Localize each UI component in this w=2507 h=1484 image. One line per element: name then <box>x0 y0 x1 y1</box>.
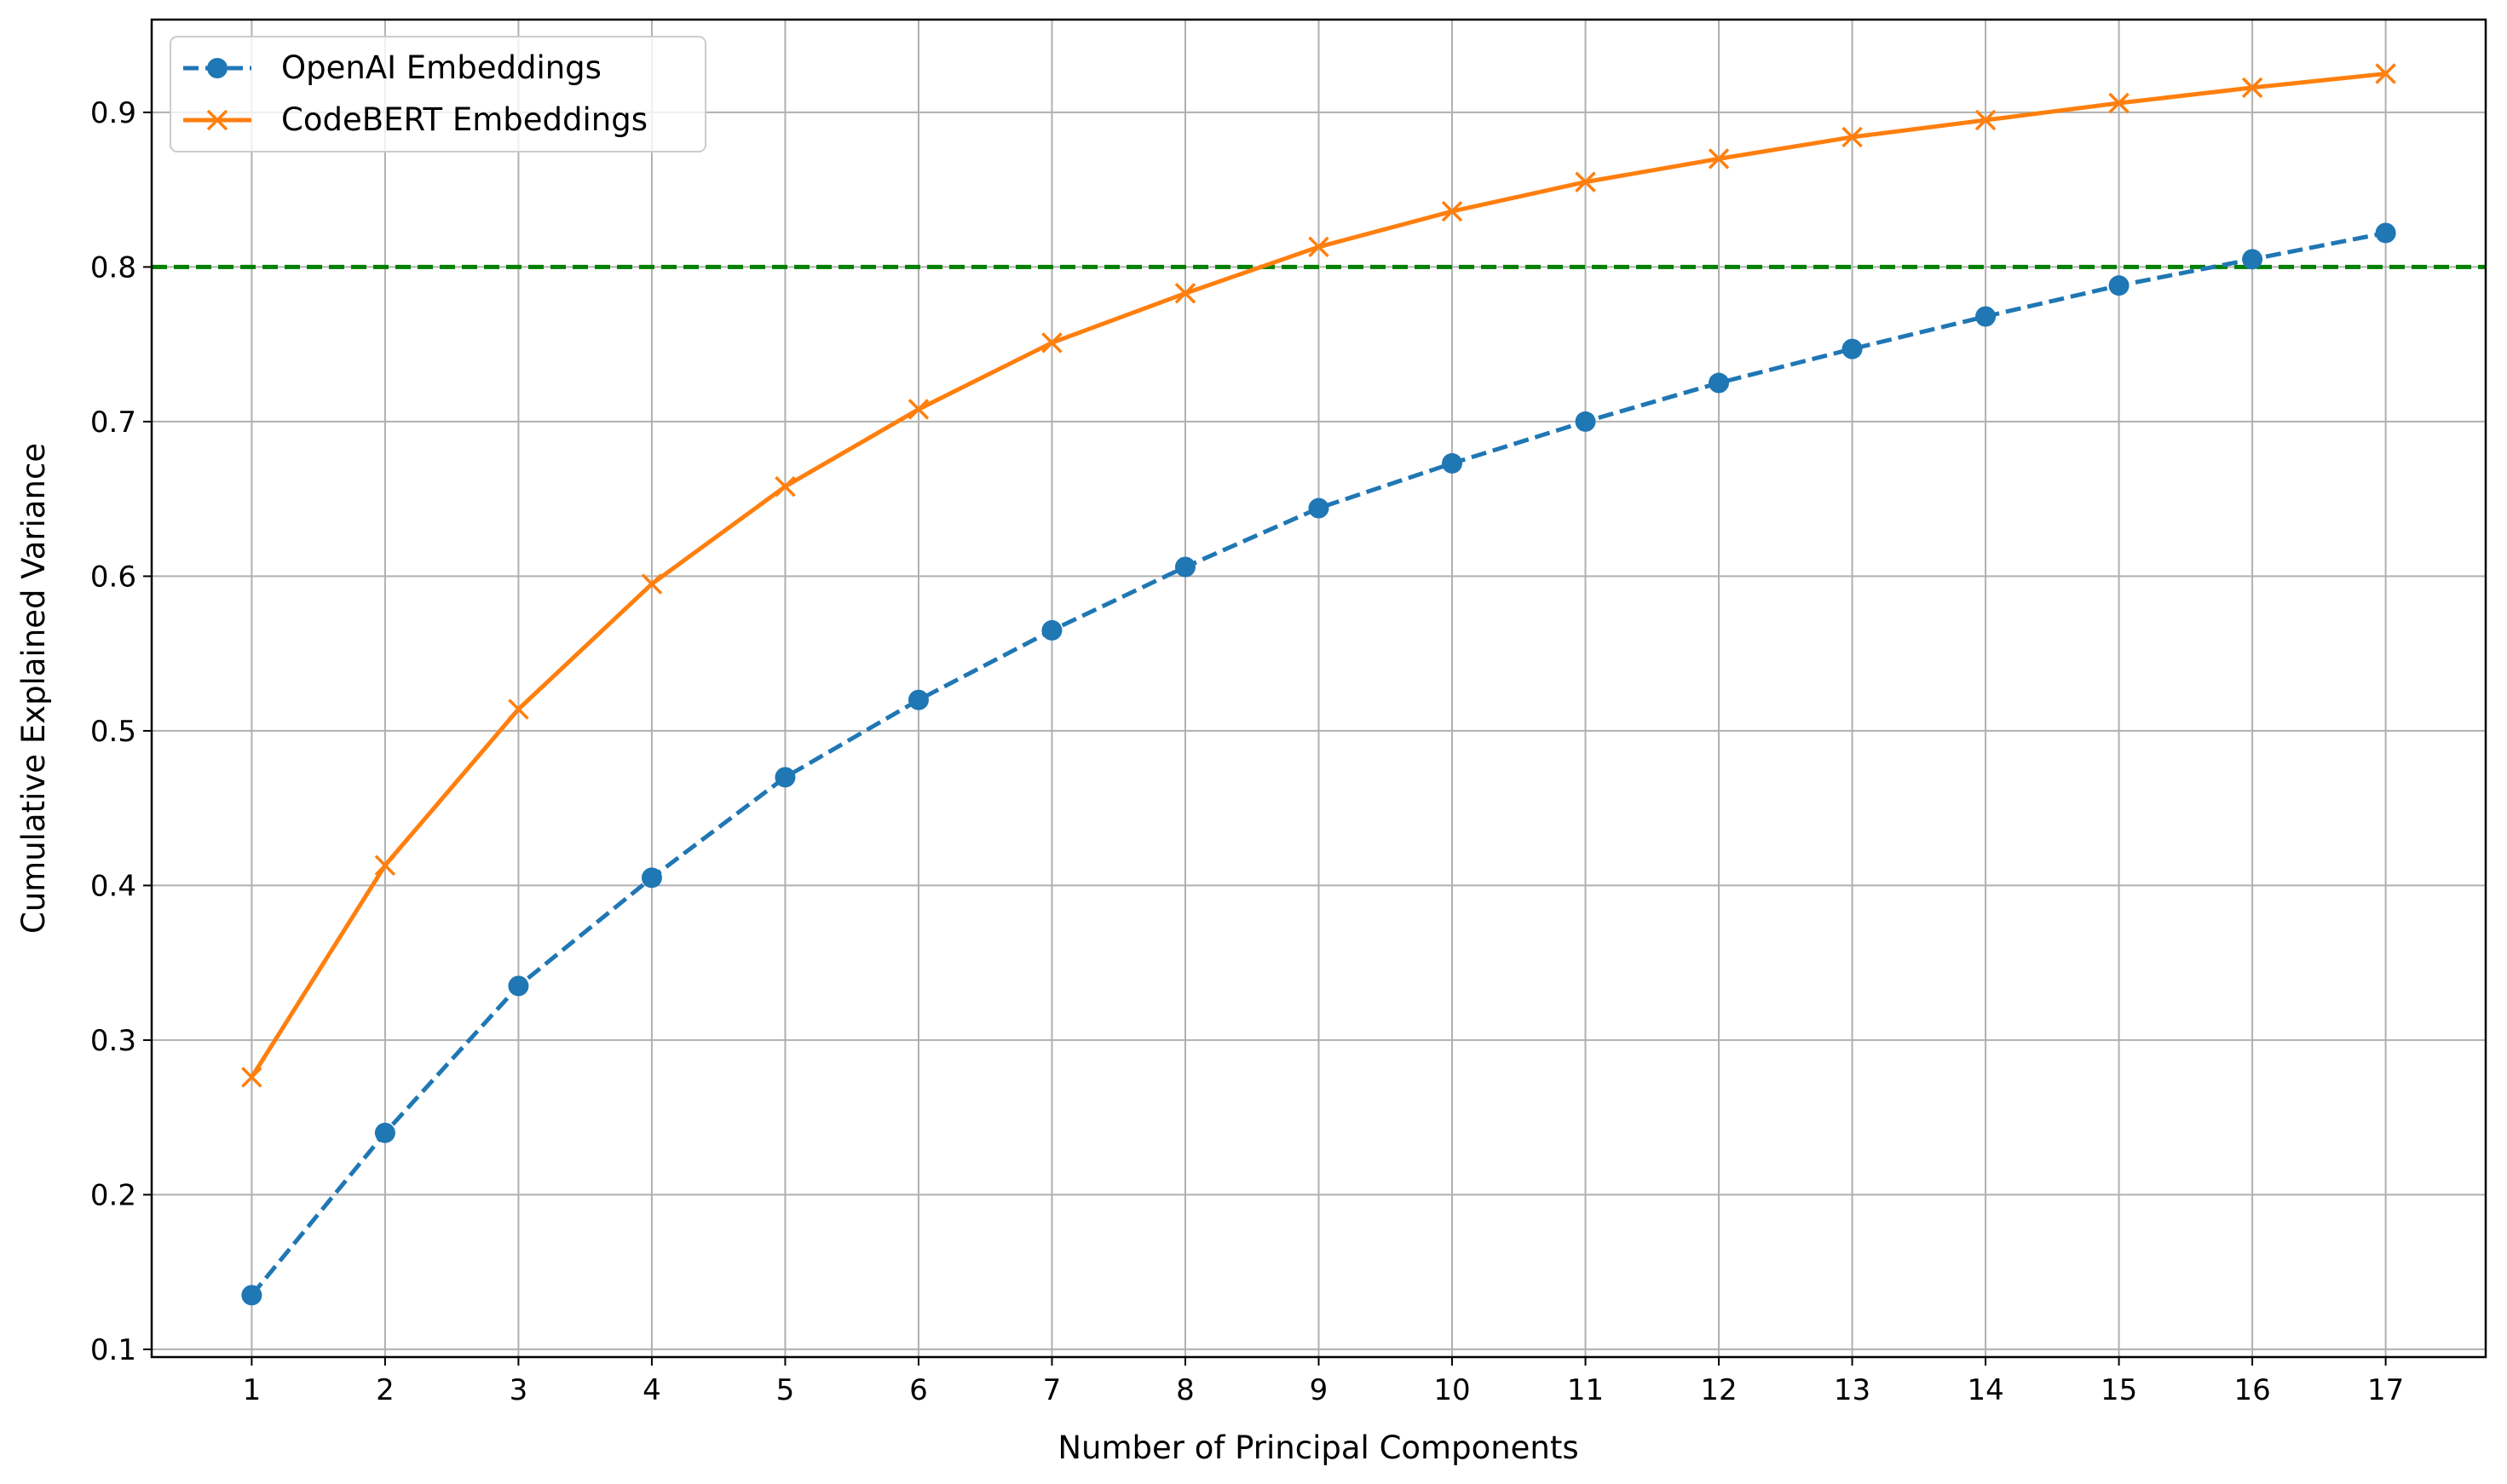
legend-marker-openai <box>207 58 228 78</box>
legend-marker-codebert <box>206 109 228 131</box>
x-tick-label: 7 <box>1043 1373 1062 1407</box>
data-point-openai <box>1041 619 1063 641</box>
x-tick-label: 4 <box>643 1373 661 1407</box>
x-tick-label: 1 <box>243 1373 262 1407</box>
data-point-codebert <box>1174 283 1196 304</box>
data-point-openai <box>241 1285 262 1306</box>
legend: OpenAI Embeddings CodeBERT Embeddings <box>170 36 706 152</box>
x-tick-label: 14 <box>1967 1373 2003 1407</box>
data-point-codebert <box>2375 63 2396 84</box>
data-point-codebert <box>1441 200 1463 222</box>
data-point-codebert <box>374 854 396 877</box>
data-point-openai <box>2108 275 2130 296</box>
data-point-openai <box>508 975 529 997</box>
legend-label-openai: OpenAI Embeddings <box>281 49 602 86</box>
data-point-codebert <box>908 399 930 420</box>
data-point-openai <box>374 1122 395 1143</box>
y-tick-label: 0.6 <box>90 560 136 594</box>
y-tick-label: 0.5 <box>90 715 136 749</box>
data-point-codebert <box>508 699 529 720</box>
data-point-codebert <box>1041 332 1063 354</box>
data-point-openai <box>1575 411 1596 432</box>
data-point-openai <box>2242 249 2263 270</box>
y-tick-label: 0.9 <box>90 96 136 130</box>
x-tick-label: 5 <box>776 1373 795 1407</box>
data-point-codebert <box>1841 126 1863 148</box>
x-tick-label: 8 <box>1176 1373 1195 1407</box>
data-point-openai <box>641 867 662 889</box>
x-tick-label: 10 <box>1433 1373 1470 1407</box>
data-point-codebert <box>241 1067 262 1088</box>
data-point-openai <box>1709 372 1730 394</box>
y-tick-label: 0.1 <box>90 1333 136 1367</box>
data-point-codebert <box>2241 77 2263 99</box>
y-axis-label: Cumulative Explained Variance <box>15 443 52 934</box>
data-point-openai <box>1975 306 1997 327</box>
x-tick-label: 15 <box>2101 1373 2137 1407</box>
data-point-codebert <box>1708 148 1730 170</box>
data-point-codebert <box>641 573 663 595</box>
x-tick-label: 17 <box>2367 1373 2404 1407</box>
data-point-codebert <box>1308 236 1329 258</box>
x-tick-label: 13 <box>1834 1373 1870 1407</box>
x-tick-label: 16 <box>2233 1373 2270 1407</box>
x-tick-label: 2 <box>376 1373 395 1407</box>
series-line-openai <box>250 231 2387 1297</box>
x-tick-label: 12 <box>1700 1373 1737 1407</box>
legend-label-codebert: CodeBERT Embeddings <box>281 101 648 138</box>
data-point-codebert <box>1575 171 1596 193</box>
y-tick-label: 0.7 <box>90 406 136 440</box>
data-point-openai <box>1442 452 1463 474</box>
data-point-openai <box>1308 498 1329 519</box>
y-tick-label: 0.2 <box>90 1178 136 1212</box>
legend-frame <box>170 36 706 152</box>
data-point-openai <box>2375 222 2396 244</box>
data-point-codebert <box>1974 109 1997 131</box>
data-point-openai <box>1841 338 1863 359</box>
series-group <box>241 63 2396 1306</box>
x-tick-label: 6 <box>909 1373 928 1407</box>
x-tick-label: 11 <box>1567 1373 1604 1407</box>
data-point-codebert <box>775 475 796 498</box>
data-point-openai <box>775 767 796 788</box>
x-axis: 1 2 3 4 5 6 7 8 9 10 11 12 13 14 15 16 17 <box>243 1357 2404 1407</box>
y-tick-label: 0.3 <box>90 1024 136 1058</box>
y-axis: 0.1 0.2 0.3 0.4 0.5 0.6 0.7 0.8 0.9 <box>90 96 152 1367</box>
y-tick-label: 0.4 <box>90 869 136 903</box>
x-axis-label: Number of Principal Components <box>1058 1429 1578 1466</box>
x-tick-label: 9 <box>1310 1373 1328 1407</box>
data-point-codebert <box>2108 92 2130 114</box>
x-tick-label: 3 <box>510 1373 528 1407</box>
data-point-openai <box>908 689 929 710</box>
y-tick-label: 0.8 <box>90 250 136 285</box>
data-point-openai <box>1174 556 1196 578</box>
